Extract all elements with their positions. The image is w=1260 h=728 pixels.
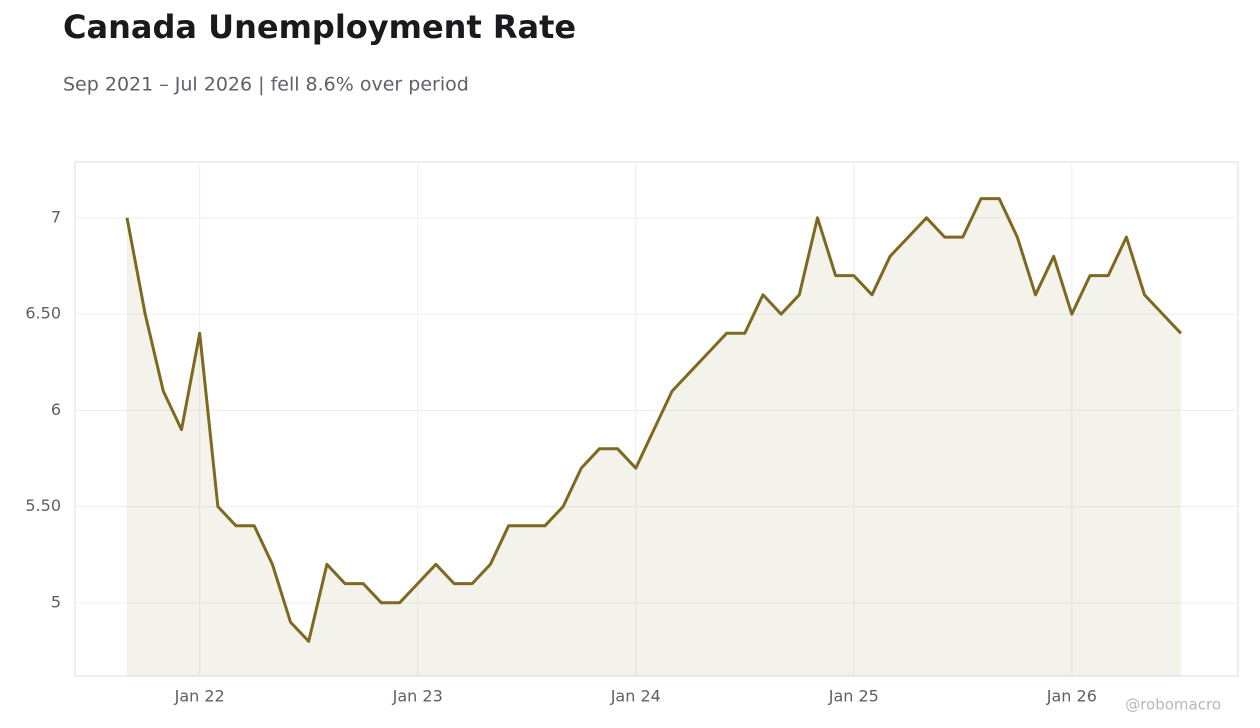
- chart-subtitle: Sep 2021 – Jul 2026 | fell 8.6% over per…: [63, 74, 469, 96]
- chart-title: Canada Unemployment Rate: [63, 8, 576, 46]
- line: [125, 197, 1182, 643]
- y-tick-label: 6: [51, 400, 61, 419]
- x-tick-label: Jan 23: [392, 687, 443, 706]
- x-tick-label: Jan 22: [174, 687, 225, 706]
- y-tick-label: 5: [51, 592, 61, 611]
- plot-frame: [74, 161, 1239, 677]
- x-tick-label: Jan 24: [610, 687, 661, 706]
- x-tick-label: Jan 26: [1046, 687, 1097, 706]
- y-tick-label: 7: [51, 207, 61, 226]
- area: [127, 198, 1181, 676]
- watermark: @robomacro: [1125, 696, 1221, 714]
- x-tick-label: Jan 25: [828, 687, 879, 706]
- y-tick-label: 6.50: [25, 304, 61, 323]
- y-tick-label: 5.50: [25, 496, 61, 515]
